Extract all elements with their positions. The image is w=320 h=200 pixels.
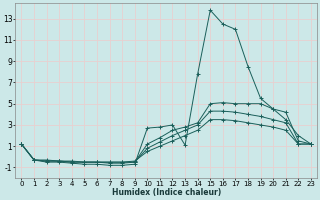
X-axis label: Humidex (Indice chaleur): Humidex (Indice chaleur): [112, 188, 221, 197]
